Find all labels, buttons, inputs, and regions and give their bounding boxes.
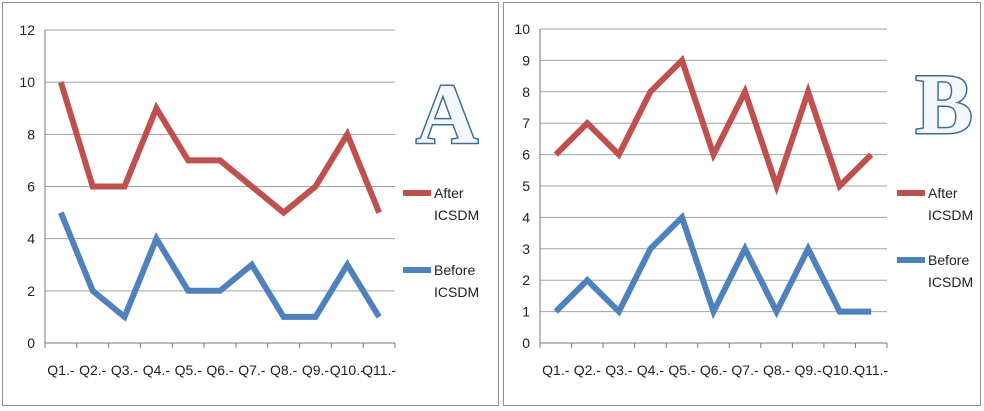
chart-panel-a: 0 2 4 6 8 10 12 Q1.- Q2.- Q3.- Q4.- Q5.- Q6.- Q7.- Q8.… — [2, 2, 499, 406]
chart-a-y-tick-label: 8 — [27, 126, 35, 142]
chart-b-x-tick-label: Q6.- — [700, 362, 728, 378]
chart-a-y-tick-label: 12 — [19, 22, 35, 38]
chart-b-legend-label-after-icsdm: After ICSDM — [928, 185, 973, 223]
chart-b-series-line-before-icsdm — [553, 211, 872, 320]
chart-a-legend-label-before-icsdm: Before ICSDM — [434, 262, 479, 300]
chart-b-y-tick-label: 9 — [522, 52, 530, 68]
chart-b-y-tick-label: 7 — [522, 115, 530, 131]
chart-a-series-line-before-icsdm — [58, 211, 382, 322]
chart-b-x-tick-label: Q4.- — [637, 362, 665, 378]
chart-a-y-tick-label: 6 — [27, 179, 35, 195]
chart-b-x-tick-label: Q7.- — [731, 362, 759, 378]
chart-panel-b: 0 1 2 3 4 5 6 7 8 9 10 Q1.- Q2.- Q3.- Q4.- Q5.- Q6.- Q7.-… — [503, 2, 981, 406]
chart-b-x-tick-label: Q9.- — [795, 362, 823, 378]
chart-b-x-tick-label: Q2.- — [574, 362, 602, 378]
chart-a-x-tick-label: Q11.- — [362, 362, 396, 378]
chart-a-x-tick-label: Q1.- — [47, 362, 75, 378]
chart-a-x-tick-label: Q10.- — [330, 362, 365, 378]
chart-a-x-tick-label: Q8.- — [270, 362, 298, 378]
chart-b-x-tick-label: Q11.- — [854, 362, 888, 378]
chart-b-y-tick-label: 3 — [522, 241, 530, 257]
chart-a-series-line-after-icsdm — [58, 81, 382, 217]
chart-b-y-tick-label: 1 — [522, 304, 530, 320]
chart-a-x-tick-label: Q7.- — [238, 362, 266, 378]
chart-b-y-tick-label: 6 — [522, 147, 530, 163]
chart-a-y-tick-label: 4 — [27, 231, 35, 247]
chart-a-x-tick-label: Q9.- — [302, 362, 330, 378]
chart-b-y-tick-label: 5 — [522, 178, 530, 194]
chart-a-x-tick-label: Q3.- — [111, 362, 139, 378]
chart-b-y-tick-label: 8 — [522, 84, 530, 100]
chart-b-series-line-after-icsdm — [553, 54, 874, 196]
chart-a-x-tick-label: Q6.- — [206, 362, 234, 378]
chart-b-y-tick-label: 2 — [522, 272, 530, 288]
chart-a-y-tick-label: 0 — [27, 335, 35, 351]
chart-a-y-tick-label: 2 — [27, 283, 35, 299]
chart-b-y-tick-label: 0 — [522, 335, 530, 351]
chart-b-x-tick-label: Q3.- — [605, 362, 633, 378]
chart-a-x-tick-label: Q2.- — [79, 362, 107, 378]
chart-b-legend-label-before-icsdm: Before ICSDM — [928, 252, 973, 290]
chart-b-x-tick-label: Q5.- — [668, 362, 696, 378]
chart-b-panel-letter: B — [915, 56, 972, 152]
chart-b-y-tick-label: 4 — [522, 209, 530, 225]
chart-b-svg: 0 1 2 3 4 5 6 7 8 9 10 Q1.- Q2.- Q3.- Q4.- Q5.- Q6.- Q7.-… — [514, 21, 974, 378]
chart-a-y-tick-label: 10 — [19, 74, 35, 90]
chart-b-x-tick-label: Q10.- — [822, 362, 857, 378]
chart-a-svg: 0 2 4 6 8 10 12 Q1.- Q2.- Q3.- Q4.- Q5.- Q6.- Q7.- Q8.… — [19, 22, 479, 378]
chart-a-x-tick-label: Q5.- — [175, 362, 203, 378]
chart-a-x-tick-label: Q4.- — [143, 362, 171, 378]
chart-b-x-tick-label: Q1.- — [542, 362, 570, 378]
chart-a-legend-label-after-icsdm: After ICSDM — [434, 185, 479, 223]
chart-b-x-tick-label: Q8.- — [763, 362, 791, 378]
chart-b-y-tick-label: 10 — [514, 21, 530, 37]
chart-a-panel-letter: A — [416, 66, 478, 162]
